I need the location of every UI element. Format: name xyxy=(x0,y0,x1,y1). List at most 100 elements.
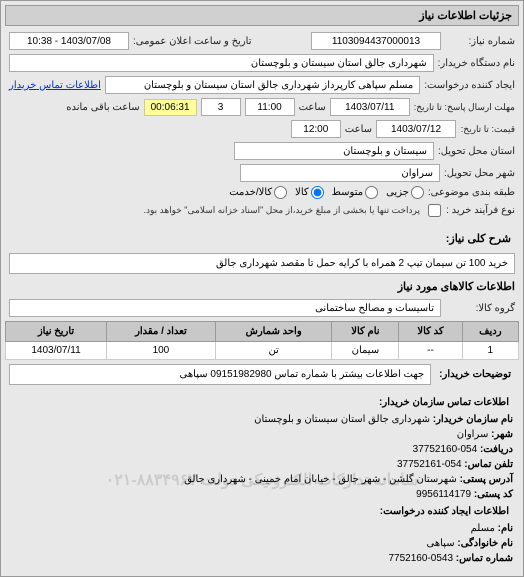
fax-label: تلفن تماس: xyxy=(464,459,513,470)
info-org-name: نام سازمان خریدار: شهرداری جالق استان سی… xyxy=(11,412,513,427)
buyer-org-input[interactable] xyxy=(9,54,434,72)
goods-group-label: گروه کالا: xyxy=(445,303,515,314)
contact-city-label: شهر: xyxy=(491,429,513,440)
table-row: 1 -- سیمان تن 100 1403/07/11 xyxy=(6,342,519,360)
request-number-label: شماره نیاز: xyxy=(445,36,515,47)
th-name: نام کالا xyxy=(332,322,399,342)
td-row: 1 xyxy=(462,342,518,360)
radio-service-input[interactable] xyxy=(274,186,287,199)
radio-goods-input[interactable] xyxy=(311,186,324,199)
radio-partial-input[interactable] xyxy=(411,186,424,199)
requester-label: ایجاد کننده درخواست: xyxy=(424,80,515,91)
public-date-label: تاریخ و ساعت اعلان عمومی: xyxy=(133,36,252,47)
radio-medium-input[interactable] xyxy=(365,186,378,199)
receiver-value: 054-37752160 xyxy=(413,444,478,455)
public-date-input[interactable] xyxy=(9,32,129,50)
supply-time-input[interactable] xyxy=(291,120,341,138)
request-number-input[interactable] xyxy=(311,32,441,50)
receiver-label: دریافت: xyxy=(480,444,513,455)
radio-medium-label: متوسط xyxy=(332,187,363,198)
province-label: استان محل تحویل: xyxy=(438,146,515,157)
contact-section-title: اطلاعات تماس سازمان خریدار: xyxy=(11,393,513,412)
process-label: نوع فرآیند خرید : xyxy=(445,205,515,216)
info-postal: کد پستی: 9956114179 xyxy=(11,487,513,502)
creator-family-value: سپاهی xyxy=(427,538,455,549)
address-label: آدرس پستی: xyxy=(460,474,513,485)
row-description: شرح کلی نیاز: xyxy=(5,226,519,251)
contact-city-value: سراوان xyxy=(457,429,489,440)
radio-goods-label: کالا xyxy=(295,187,309,198)
deadline-time-label: ساعت xyxy=(299,102,326,113)
row-deadline: مهلت ارسال پاسخ: تا تاریخ: ساعت 00:06:31… xyxy=(5,96,519,118)
info-city: شهر: سراوان xyxy=(11,427,513,442)
td-unit: تن xyxy=(215,342,332,360)
category-label: طبقه بندی موضوعی: xyxy=(428,187,515,198)
row-supply: قیمت: تا تاریخ: ساعت xyxy=(5,118,519,140)
city-label: شهر محل تحویل: xyxy=(444,168,515,179)
supply-label: قیمت: تا تاریخ: xyxy=(460,124,515,135)
goods-group-input[interactable] xyxy=(9,299,441,317)
province-input[interactable] xyxy=(234,142,434,160)
radio-partial-label: جزیی xyxy=(386,187,409,198)
info-address: آدرس پستی: شهرستان گلشن - شهر جالق - خیا… xyxy=(11,472,513,487)
goods-table: ردیف کد کالا نام کالا واحد شمارش تعداد /… xyxy=(5,321,519,360)
info-fax: تلفن تماس: 054-37752161 xyxy=(11,457,513,472)
th-qty: تعداد / مقدار xyxy=(107,322,216,342)
th-row: ردیف xyxy=(462,322,518,342)
info-creator-phone: شماره تماس: 0543-7752160 xyxy=(11,551,513,566)
goods-section-title: اطلاعات کالاهای مورد نیاز xyxy=(5,276,519,297)
process-checkbox[interactable] xyxy=(428,204,441,217)
radio-goods[interactable]: کالا xyxy=(295,186,324,199)
td-name: سیمان xyxy=(332,342,399,360)
creator-name-value: مسلم xyxy=(471,523,495,534)
creator-phone-label: شماره تماس: xyxy=(456,553,513,564)
row-process: نوع فرآیند خرید : پرداخت تنها یا بخشی از… xyxy=(5,201,519,220)
days-input[interactable] xyxy=(201,98,241,116)
th-code: کد کالا xyxy=(399,322,462,342)
main-container: جزئیات اطلاعات نیاز شماره نیاز: تاریخ و … xyxy=(0,0,524,577)
row-buyer-notes: توضیحات خریدار: جهت اطلاعات بیشتر با شما… xyxy=(5,362,519,387)
table-header-row: ردیف کد کالا نام کالا واحد شمارش تعداد /… xyxy=(6,322,519,342)
info-receiver: دریافت: 054-37752160 xyxy=(11,442,513,457)
td-code: -- xyxy=(399,342,462,360)
fax-value: 054-37752161 xyxy=(397,459,462,470)
city-input[interactable] xyxy=(240,164,440,182)
remaining-label: ساعت باقی مانده xyxy=(66,102,139,113)
org-name-value: شهرداری جالق استان سیستان و بلوچستان xyxy=(254,414,430,425)
radio-service-label: کالا/خدمت xyxy=(229,187,272,198)
info-creator-family: نام خانوادگی: سپاهی xyxy=(11,536,513,551)
td-date: 1403/07/11 xyxy=(6,342,107,360)
supply-date-input[interactable] xyxy=(376,120,456,138)
buyer-notes-text: جهت اطلاعات بیشتر با شماره تماس 09151982… xyxy=(9,364,431,385)
th-unit: واحد شمارش xyxy=(215,322,332,342)
process-checkbox-input[interactable] xyxy=(428,204,441,217)
requester-input[interactable] xyxy=(105,76,420,94)
buyer-notes-label: توضیحات خریدار: xyxy=(435,365,515,384)
contact-link[interactable]: اطلاعات تماس خریدار xyxy=(9,80,101,91)
supply-time-label: ساعت xyxy=(345,124,372,135)
buyer-org-label: نام دستگاه خریدار: xyxy=(438,58,515,69)
deadline-label: مهلت ارسال پاسخ: تا تاریخ: xyxy=(414,102,515,113)
row-requester: ایجاد کننده درخواست: اطلاعات تماس خریدار xyxy=(5,74,519,96)
deadline-date-input[interactable] xyxy=(330,98,410,116)
creator-family-label: نام خانوادگی: xyxy=(457,538,513,549)
address-value: شهرستان گلشن - شهر جالق - خیابان امام خم… xyxy=(184,474,457,485)
category-radio-group: جزیی متوسط کالا کالا/خدمت xyxy=(229,186,424,199)
row-buyer-org: نام دستگاه خریدار: xyxy=(5,52,519,74)
creator-name-label: نام: xyxy=(498,523,513,534)
row-category: طبقه بندی موضوعی: جزیی متوسط کالا کالا/خ… xyxy=(5,184,519,201)
countdown-badge: 00:06:31 xyxy=(144,99,197,116)
row-request-number: شماره نیاز: تاریخ و ساعت اعلان عمومی: xyxy=(5,30,519,52)
checkbox-note: پرداخت تنها یا بخشی از مبلغ خرید،از محل … xyxy=(139,203,424,218)
deadline-time-input[interactable] xyxy=(245,98,295,116)
radio-medium[interactable]: متوسط xyxy=(332,186,378,199)
td-qty: 100 xyxy=(107,342,216,360)
radio-service[interactable]: کالا/خدمت xyxy=(229,186,287,199)
contact-section: سامانه تدارکات الکترونیکی دولت ۸۸۳۴۹۶۷-۰… xyxy=(5,387,519,572)
radio-partial[interactable]: جزیی xyxy=(386,186,424,199)
row-goods-group: گروه کالا: xyxy=(5,297,519,319)
row-province: استان محل تحویل: xyxy=(5,140,519,162)
description-label: شرح کلی نیاز: xyxy=(442,228,515,249)
creator-phone-value: 0543-7752160 xyxy=(388,553,453,564)
header-title: جزئیات اطلاعات نیاز xyxy=(5,5,519,26)
